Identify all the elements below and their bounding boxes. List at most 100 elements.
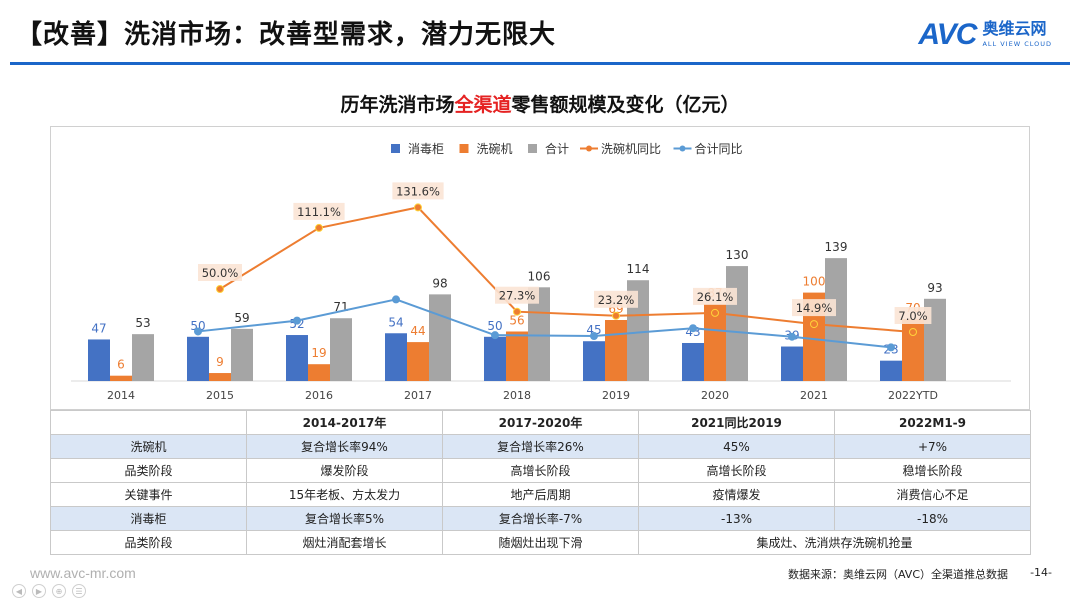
line-point bbox=[887, 343, 895, 352]
menu-icon[interactable]: ☰ bbox=[72, 584, 86, 598]
yoy-label: 27.3% bbox=[499, 289, 536, 303]
table-row: 品类阶段 爆发阶段 高增长阶段 高增长阶段 稳增长阶段 bbox=[50, 458, 1031, 483]
x-tick-label: 2017 bbox=[404, 389, 432, 402]
logo-cn: 奥维云网 bbox=[982, 19, 1047, 38]
yoy-label-bg bbox=[198, 264, 242, 281]
bar-disinfect bbox=[484, 336, 506, 381]
bar-value-label: 59 bbox=[234, 311, 249, 325]
table-cell: 地产后周期 bbox=[442, 482, 639, 507]
bar-total bbox=[330, 318, 352, 381]
table-cell: 随烟灶出现下滑 bbox=[442, 530, 639, 555]
slide-nav: ◀ ▶ ⊕ ☰ bbox=[12, 584, 86, 598]
bar-disinfect bbox=[286, 335, 308, 381]
bar-value-label: 100 bbox=[803, 275, 826, 289]
line-point bbox=[414, 203, 422, 212]
line-point bbox=[711, 308, 719, 317]
table-cell: -13% bbox=[638, 506, 835, 531]
yoy-label-bg bbox=[693, 287, 737, 305]
line-point bbox=[612, 311, 620, 320]
chart-title: 历年洗消市场全渠道零售额规模及变化（亿元） bbox=[340, 94, 740, 116]
x-tick-label: 2021 bbox=[800, 389, 828, 402]
header-rule bbox=[10, 62, 1070, 65]
row-label-cell: 品类阶段 bbox=[50, 458, 247, 483]
line-point bbox=[590, 332, 598, 340]
row-label-cell: 消毒柜 bbox=[50, 506, 247, 531]
legend-swatch bbox=[391, 144, 400, 153]
table-row: 洗碗机 复合增长率94% 复合增长率26% 45% +7% bbox=[50, 434, 1031, 459]
bar-dishwasher bbox=[209, 373, 231, 381]
bar-disinfect bbox=[187, 336, 209, 381]
line-point bbox=[194, 327, 202, 336]
x-tick-label: 2020 bbox=[701, 389, 729, 402]
bar-value-label: 6 bbox=[117, 358, 125, 372]
bar-value-label: 53 bbox=[135, 316, 150, 330]
table-cell: 复合增长率5% bbox=[246, 506, 443, 531]
legend-label: 消毒柜 bbox=[408, 142, 444, 156]
bar-total bbox=[726, 266, 748, 381]
line-point bbox=[909, 328, 917, 336]
table-cell: 2021同比2019 bbox=[638, 410, 835, 435]
row-label-cell: 品类阶段 bbox=[50, 530, 247, 555]
bar-value-label: 44 bbox=[410, 324, 425, 338]
bar-dishwasher bbox=[407, 342, 429, 381]
bar-total bbox=[825, 258, 847, 381]
line-point bbox=[392, 295, 400, 304]
next-icon[interactable]: ▶ bbox=[32, 584, 46, 598]
line-point bbox=[216, 285, 224, 293]
table-cell: 复合增长率-7% bbox=[442, 506, 639, 531]
bar-value-label: 106 bbox=[528, 269, 551, 283]
table-row: 2014-2017年 2017-2020年 2021同比2019 2022M1-9 bbox=[50, 410, 1031, 435]
bar-total bbox=[429, 294, 451, 381]
footer-url[interactable]: www.avc-mr.com bbox=[30, 565, 136, 581]
bar-disinfect bbox=[880, 360, 902, 381]
yoy-label-bg bbox=[792, 299, 836, 317]
line-point bbox=[293, 316, 301, 325]
bar-value-label: 9 bbox=[216, 355, 224, 369]
legend-label: 洗碗机 bbox=[477, 141, 513, 156]
yoy-label: 23.2% bbox=[598, 293, 635, 307]
row-label-cell bbox=[50, 410, 247, 435]
slide-title: 【改善】洗消市场：改善型需求，潜力无限大 bbox=[16, 20, 557, 50]
table-cell: 消费信心不足 bbox=[834, 482, 1031, 507]
bar-value-label: 47 bbox=[91, 321, 106, 335]
table-cell: 稳增长阶段 bbox=[834, 458, 1031, 483]
line-point bbox=[315, 223, 323, 232]
table-cell: 45% bbox=[638, 434, 835, 459]
table-cell: 高增长阶段 bbox=[442, 458, 639, 483]
yoy-label-bg bbox=[495, 286, 539, 304]
bar-disinfect bbox=[583, 341, 605, 381]
bar-value-label: 45 bbox=[586, 323, 601, 337]
table-cell: -18% bbox=[834, 506, 1031, 531]
bar-disinfect bbox=[781, 346, 803, 381]
zoom-icon[interactable]: ⊕ bbox=[52, 584, 66, 598]
chart-title-highlight: 全渠道 bbox=[454, 94, 512, 116]
bar-line-chart: 2014 2015 2016 2017 2018 2019 2020 2021 2022YTD 4… bbox=[71, 141, 1011, 402]
yoy-label-bg bbox=[392, 182, 444, 200]
yoy-label: 111.1% bbox=[297, 205, 341, 219]
line-point bbox=[513, 307, 521, 316]
legend-label: 合计同比 bbox=[695, 141, 743, 156]
bar-value-label: 139 bbox=[825, 240, 848, 254]
table-cell: 烟灶消配套增长 bbox=[246, 530, 443, 555]
bar-disinfect bbox=[682, 342, 704, 381]
bar-total bbox=[528, 287, 550, 381]
bar-disinfect bbox=[385, 333, 407, 381]
bar-dishwasher bbox=[605, 320, 627, 381]
table-row: 品类阶段 烟灶消配套增长 随烟灶出现下滑 集成灶、洗消烘存洗碗机抢量 bbox=[50, 530, 1031, 555]
line-dishwasher-yoy bbox=[219, 206, 914, 333]
summary-table: 2014-2017年 2017-2020年 2021同比2019 2022M1-9 洗碗… bbox=[50, 410, 1031, 555]
bar-value-label: 50 bbox=[487, 319, 502, 333]
bar-total bbox=[231, 328, 253, 381]
yoy-label-bg bbox=[293, 202, 345, 220]
x-tick-label: 2014 bbox=[107, 389, 135, 402]
bar-value-label: 114 bbox=[627, 262, 650, 276]
prev-icon[interactable]: ◀ bbox=[12, 584, 26, 598]
bar-dishwasher bbox=[110, 375, 132, 381]
bar-value-label: 19 bbox=[311, 346, 326, 360]
table-row: 消毒柜 复合增长率5% 复合增长率-7% -13% -18% bbox=[50, 506, 1031, 531]
x-tick-label: 2019 bbox=[602, 389, 630, 402]
table-cell: 爆发阶段 bbox=[246, 458, 443, 483]
yoy-label: 26.1% bbox=[697, 290, 734, 304]
x-tick-label: 2018 bbox=[503, 389, 531, 402]
bar-dishwasher bbox=[902, 319, 924, 381]
